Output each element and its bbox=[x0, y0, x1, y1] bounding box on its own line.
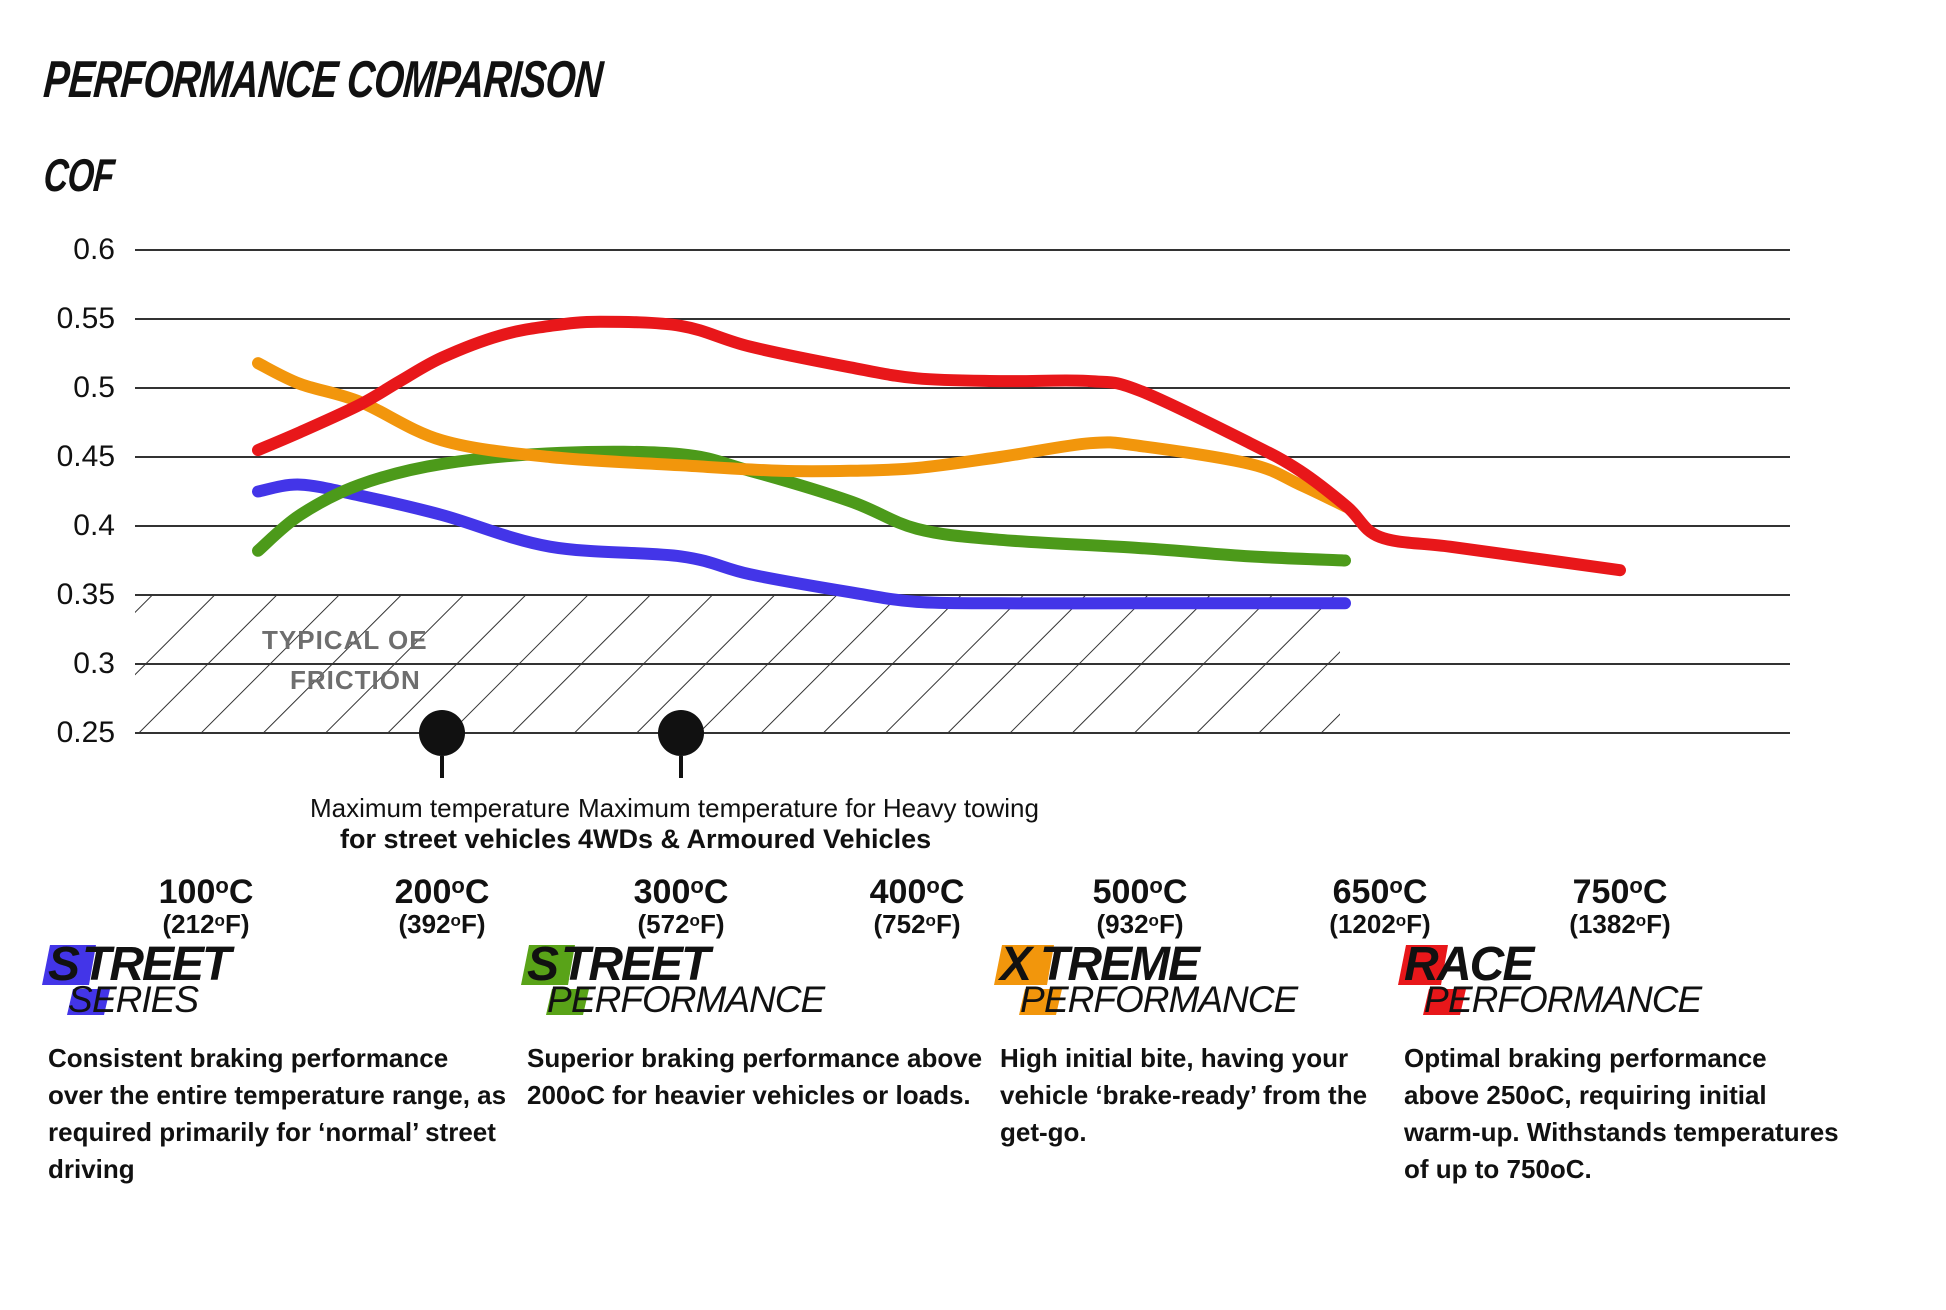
svg-text:750oC: 750oC bbox=[1573, 873, 1668, 911]
svg-text:(392oF): (392oF) bbox=[399, 909, 486, 939]
svg-text:(572oF): (572oF) bbox=[638, 909, 725, 939]
svg-text:ERIES: ERIES bbox=[92, 979, 199, 1020]
svg-text:0.55: 0.55 bbox=[57, 302, 115, 335]
svg-text:0.3: 0.3 bbox=[73, 647, 115, 680]
svg-text:(932oF): (932oF) bbox=[1097, 909, 1184, 939]
svg-text:300oC: 300oC bbox=[634, 873, 729, 911]
svg-text:P: P bbox=[1020, 979, 1045, 1020]
svg-text:ERFORMANCE: ERFORMANCE bbox=[1044, 979, 1299, 1020]
svg-text:0.6: 0.6 bbox=[73, 233, 115, 266]
svg-text:(212oF): (212oF) bbox=[163, 909, 250, 939]
svg-text:ERFORMANCE: ERFORMANCE bbox=[571, 979, 826, 1020]
svg-text:for street vehicles: for street vehicles bbox=[340, 824, 571, 854]
svg-text:Maximum temperature: Maximum temperature bbox=[310, 793, 570, 823]
svg-text:0.4: 0.4 bbox=[73, 509, 115, 542]
svg-text:650oC: 650oC bbox=[1333, 873, 1428, 911]
svg-text:0.5: 0.5 bbox=[73, 371, 115, 404]
svg-text:500oC: 500oC bbox=[1093, 873, 1188, 911]
svg-text:ERFORMANCE: ERFORMANCE bbox=[1448, 979, 1703, 1020]
svg-text:S: S bbox=[68, 979, 93, 1020]
svg-text:0.35: 0.35 bbox=[57, 578, 115, 611]
svg-text:400oC: 400oC bbox=[870, 873, 965, 911]
svg-text:0.45: 0.45 bbox=[57, 440, 115, 473]
svg-text:100oC: 100oC bbox=[159, 873, 254, 911]
svg-text:(752oF): (752oF) bbox=[874, 909, 961, 939]
svg-text:P: P bbox=[547, 979, 572, 1020]
svg-text:0.25: 0.25 bbox=[57, 716, 115, 749]
svg-text:TYPICAL OE: TYPICAL OE bbox=[262, 625, 428, 655]
svg-text:P: P bbox=[1424, 979, 1449, 1020]
svg-text:200oC: 200oC bbox=[395, 873, 490, 911]
svg-text:(1382oF): (1382oF) bbox=[1569, 909, 1670, 939]
svg-text:(1202oF): (1202oF) bbox=[1329, 909, 1430, 939]
svg-text:Maximum temperature for Heavy: Maximum temperature for Heavy towing bbox=[578, 793, 1039, 823]
svg-text:FRICTION: FRICTION bbox=[290, 665, 421, 695]
svg-text:4WDs & Armoured Vehicles: 4WDs & Armoured Vehicles bbox=[578, 824, 931, 854]
